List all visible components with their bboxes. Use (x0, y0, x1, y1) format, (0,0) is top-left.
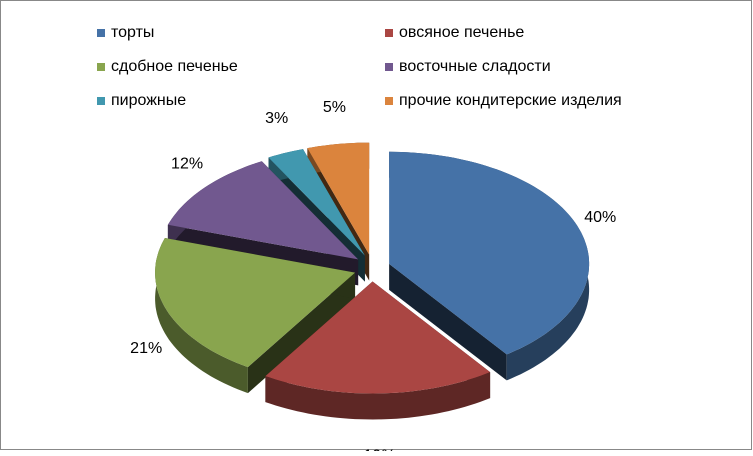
legend-label: овсяное печенье (399, 24, 524, 41)
data-label: 5% (323, 99, 346, 116)
legend-label: пирожные (111, 92, 186, 109)
legend-label: сдобное печенье (111, 58, 238, 75)
data-label: 12% (171, 156, 203, 173)
legend-label: прочие кондитерские изделия (399, 92, 622, 109)
data-label: 19% (364, 448, 396, 451)
legend-swatch (385, 63, 393, 71)
data-label: 3% (265, 110, 288, 127)
data-label: 40% (584, 209, 616, 226)
legend-swatch (385, 97, 393, 105)
legend-swatch (97, 63, 105, 71)
legend-label: торты (111, 24, 154, 41)
data-label: 21% (130, 340, 162, 357)
legend-swatch (385, 29, 393, 37)
legend-swatch (97, 97, 105, 105)
legend-swatch (97, 29, 105, 37)
legend-label: восточные сладости (399, 58, 551, 75)
